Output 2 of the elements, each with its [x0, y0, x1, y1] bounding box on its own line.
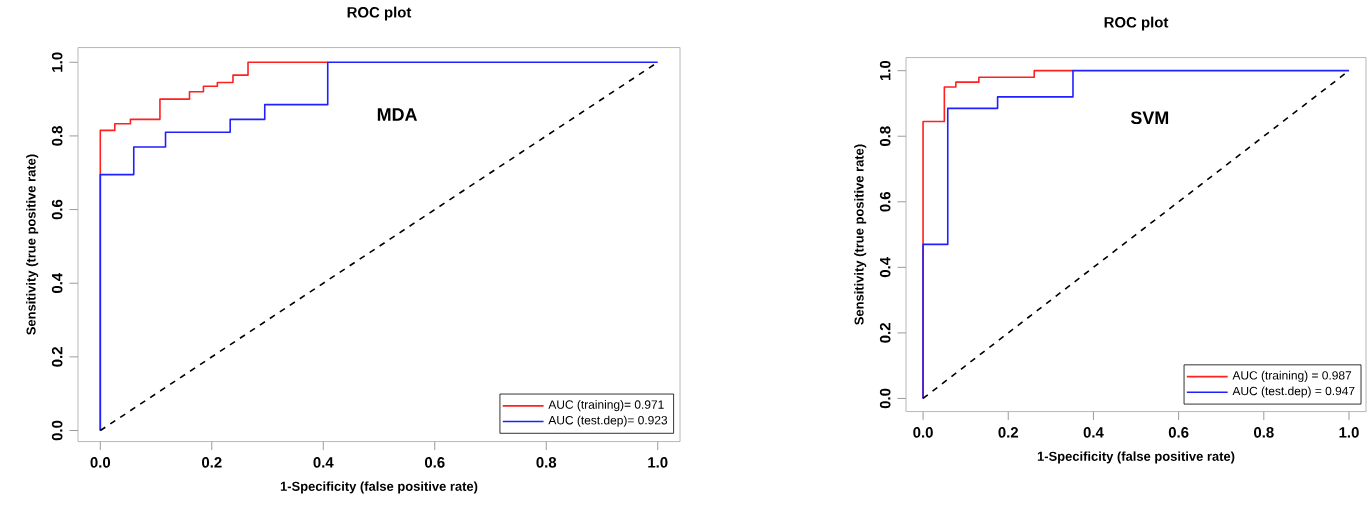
annotation: SVM: [1130, 111, 1169, 125]
annotation: MDA: [377, 108, 418, 121]
